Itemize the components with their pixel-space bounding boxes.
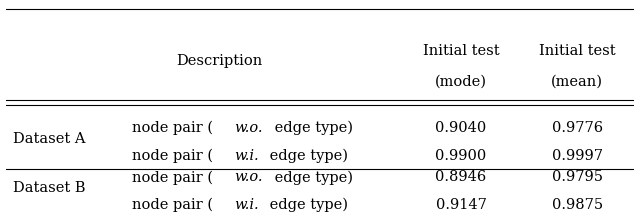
Text: 0.9997: 0.9997 [552,149,603,163]
Text: edge type): edge type) [266,149,348,163]
Text: 0.9875: 0.9875 [552,198,603,212]
Text: edge type): edge type) [266,198,348,212]
Text: Initial test: Initial test [423,44,499,58]
Text: w.o.: w.o. [234,121,263,135]
Text: edge type): edge type) [270,121,353,135]
Text: Initial test: Initial test [539,44,616,58]
Text: Dataset A: Dataset A [13,132,85,146]
Text: node pair (: node pair ( [132,121,213,135]
Text: Description: Description [177,54,263,68]
Text: w.i.: w.i. [234,149,259,163]
Text: node pair (: node pair ( [132,170,213,185]
Text: w.i.: w.i. [234,198,259,212]
Text: 0.9795: 0.9795 [552,170,603,184]
Text: w.o.: w.o. [234,170,263,184]
Text: 0.9040: 0.9040 [435,121,487,135]
Text: Dataset B: Dataset B [13,181,85,195]
Text: 0.8946: 0.8946 [435,170,487,184]
Text: 0.9776: 0.9776 [552,121,603,135]
Text: (mean): (mean) [551,74,603,88]
Text: 0.9900: 0.9900 [435,149,487,163]
Text: 0.9147: 0.9147 [436,198,486,212]
Text: node pair (: node pair ( [132,149,213,163]
Text: node pair (: node pair ( [132,198,213,212]
Text: edge type): edge type) [270,170,353,185]
Text: (mode): (mode) [435,74,487,88]
